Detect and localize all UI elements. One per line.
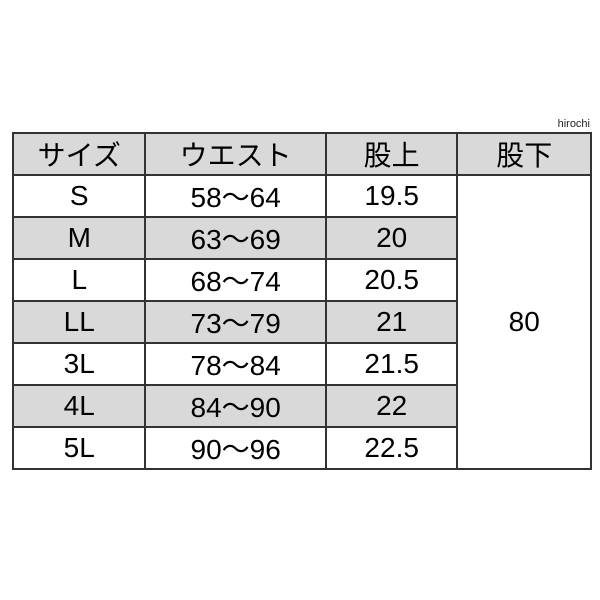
table-row: 5L 90〜96 22.5	[11, 426, 591, 470]
cell-size: M	[11, 216, 147, 260]
header-inseam: 股下	[456, 132, 592, 176]
header-row: サイズ ウエスト 股上 股下	[11, 132, 592, 176]
table-row: S 58〜64 19.5 80	[11, 174, 592, 470]
table-row: L 68〜74 20.5	[11, 258, 591, 302]
cell-rise: 20.5	[324, 258, 459, 302]
cell-waist: 78〜84	[144, 342, 327, 386]
cell-rise: 21	[324, 300, 459, 344]
table-row: LL 73〜79 21	[11, 300, 591, 344]
cell-waist: 58〜64	[144, 174, 327, 218]
cell-waist: 73〜79	[144, 300, 327, 344]
size-table: サイズ ウエスト 股上 股下 S 58〜64 19.5 80 M 63〜69 20 L 68〜7…	[11, 132, 592, 470]
table-row: 4L 84〜90 22	[11, 384, 591, 428]
cell-rise: 20	[324, 216, 459, 260]
cell-rise: 22	[324, 384, 459, 428]
header-size: サイズ	[11, 132, 147, 176]
cell-size: 3L	[11, 342, 147, 386]
cell-size: S	[11, 174, 147, 218]
table-row: 3L 78〜84 21.5	[11, 342, 591, 386]
cell-waist: 63〜69	[144, 216, 327, 260]
cell-waist: 68〜74	[144, 258, 327, 302]
cell-rise: 22.5	[324, 426, 459, 470]
cell-waist: 90〜96	[144, 426, 327, 470]
cell-waist: 84〜90	[144, 384, 327, 428]
cell-size: 4L	[11, 384, 147, 428]
cell-size: L	[11, 258, 147, 302]
cell-inseam: 80	[456, 174, 592, 470]
cell-size: LL	[11, 300, 147, 344]
table-row: M 63〜69 20	[11, 216, 591, 260]
cell-size: 5L	[11, 426, 147, 470]
header-waist: ウエスト	[144, 132, 327, 176]
watermark: hirochi	[557, 118, 590, 130]
header-rise: 股上	[324, 132, 459, 176]
cell-rise: 19.5	[324, 174, 459, 218]
cell-rise: 21.5	[324, 342, 459, 386]
